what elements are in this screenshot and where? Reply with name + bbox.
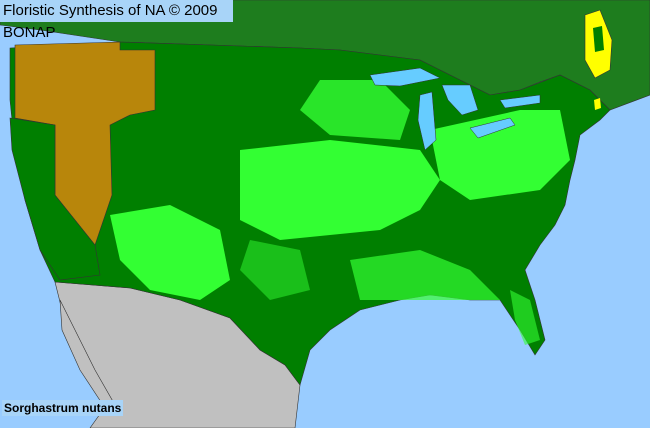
great-lakes xyxy=(369,67,541,151)
present-counties xyxy=(110,80,570,345)
new-england-yellow xyxy=(594,98,601,110)
map-title: Floristic Synthesis of NA © 2009 BONAP xyxy=(0,0,233,41)
maine-interior xyxy=(593,26,604,52)
species-label: Sorghastrum nutans xyxy=(2,400,124,416)
present-states-northern-california xyxy=(9,117,101,281)
